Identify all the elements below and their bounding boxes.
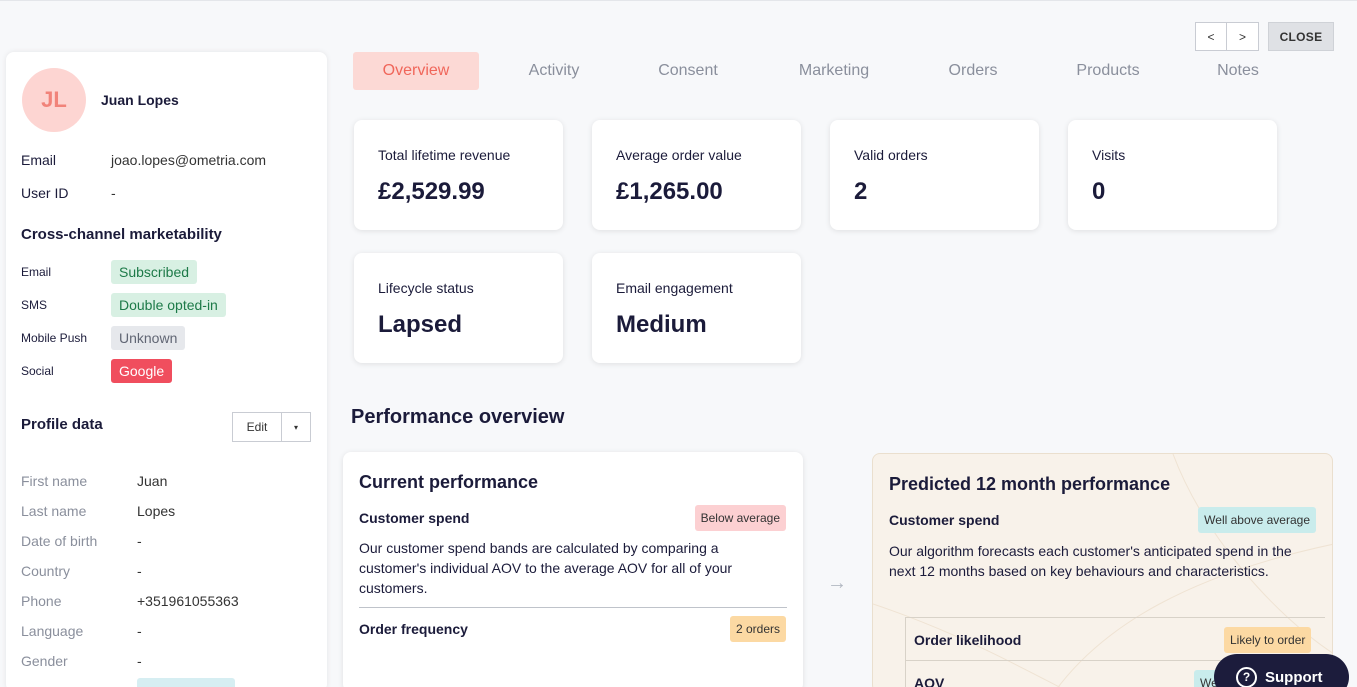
row-title: Customer spend — [889, 512, 1000, 528]
performance-title: Performance overview — [351, 406, 565, 428]
prev-button[interactable]: < — [1195, 22, 1227, 51]
channel-label: SMS — [21, 298, 48, 312]
user-id-label: User ID — [21, 185, 69, 201]
channel-row-sms: SMS Double opted-in — [21, 293, 311, 317]
status-badge: Subscribed — [111, 260, 198, 284]
next-button[interactable]: > — [1227, 22, 1259, 51]
field-label: Country — [21, 563, 71, 579]
support-button[interactable]: ? Support — [1214, 654, 1349, 687]
stat-label: Lifecycle status — [378, 280, 474, 296]
tab-marketing[interactable]: Marketing — [798, 62, 870, 79]
channel-label: Social — [21, 364, 54, 378]
field-value: +351961055363 — [137, 593, 239, 609]
predicted-details: Order likelihood Likely to order AOV We — [905, 617, 1326, 687]
field-label: Language — [21, 623, 84, 639]
profile-field-row: First name Juan — [21, 473, 311, 493]
current-performance-card: Current performance Customer spend Below… — [343, 452, 803, 687]
truncated-badge — [137, 678, 235, 687]
row-title: Order frequency — [359, 621, 468, 637]
spend-description: Our customer spend bands are calculated … — [359, 540, 733, 596]
user-id-value: - — [111, 185, 116, 201]
tab-products[interactable]: Products — [1076, 62, 1140, 79]
field-label: Phone — [21, 593, 62, 609]
stat-card-email-engagement: Email engagement Medium — [592, 253, 801, 363]
close-button[interactable]: CLOSE — [1268, 22, 1334, 51]
channel-label: Mobile Push — [21, 331, 88, 345]
field-value: - — [137, 653, 142, 669]
help-icon: ? — [1236, 666, 1257, 687]
profile-field-row: Last name Lopes — [21, 503, 311, 523]
chevron-down-icon[interactable]: ▾ — [282, 412, 311, 442]
stat-card-lifecycle: Lifecycle status Lapsed — [354, 253, 563, 363]
field-label: Last name — [21, 503, 87, 519]
tab-consent[interactable]: Consent — [658, 62, 718, 79]
channel-label: Email — [21, 265, 52, 279]
channel-row-mobile-push: Mobile Push Unknown — [21, 326, 311, 350]
profile-field-row: Country - — [21, 563, 311, 583]
support-label: Support — [1265, 668, 1323, 686]
spend-description: Our algorithm forecasts each customer's … — [889, 543, 1292, 579]
stat-label: Email engagement — [616, 280, 733, 296]
field-label: First name — [21, 473, 88, 489]
channel-row-email: Email Subscribed — [21, 260, 311, 284]
profile-data-title: Profile data — [21, 416, 103, 433]
edit-group: Edit ▾ — [232, 412, 311, 442]
status-badge: Unknown — [111, 326, 186, 350]
profile-field-row: Phone +351961055363 — [21, 593, 311, 613]
stat-value: Medium — [616, 311, 707, 338]
profile-name: Juan Lopes — [101, 92, 179, 108]
field-label: Date of birth — [21, 533, 98, 549]
tab-overview[interactable]: Overview — [353, 52, 479, 90]
record-nav: < > — [1195, 22, 1259, 51]
field-value: Juan — [137, 473, 168, 489]
stat-label: Total lifetime revenue — [378, 147, 511, 163]
row-title: Order likelihood — [914, 632, 1022, 648]
profile-field-row: Gender - — [21, 653, 311, 673]
field-value: - — [137, 623, 142, 639]
stat-card-valid-orders: Valid orders 2 — [830, 120, 1039, 230]
stat-value: 2 — [854, 178, 868, 205]
stat-label: Valid orders — [854, 147, 928, 163]
field-value: - — [137, 563, 142, 579]
stat-card-visits: Visits 0 — [1068, 120, 1277, 230]
channel-row-social: Social Google — [21, 359, 311, 383]
spend-badge: Below average — [694, 505, 786, 531]
profile-field-row: Date of birth - — [21, 533, 311, 553]
stat-value: Lapsed — [378, 311, 463, 338]
stat-value: 0 — [1092, 178, 1106, 205]
arrow-right-icon: → — [827, 572, 847, 594]
marketability-title: Cross-channel marketability — [21, 226, 222, 243]
tab-activity[interactable]: Activity — [528, 62, 580, 79]
likelihood-badge: Likely to order — [1224, 627, 1312, 653]
stat-label: Visits — [1092, 147, 1126, 163]
card-title: Predicted 12 month performance — [889, 474, 1171, 494]
spend-badge: Well above average — [1198, 507, 1316, 533]
profile-panel: JL Juan Lopes Email joao.lopes@ometria.c… — [6, 52, 327, 687]
stat-label: Average order value — [616, 147, 742, 163]
divider — [906, 660, 1326, 661]
tab-notes[interactable]: Notes — [1217, 62, 1259, 79]
field-value: Lopes — [137, 503, 176, 519]
predicted-performance-card: Predicted 12 month performance Customer … — [872, 453, 1333, 687]
row-title: Customer spend — [359, 510, 470, 526]
email-label: Email — [21, 152, 57, 168]
status-badge: Double opted-in — [111, 293, 226, 317]
divider — [359, 607, 787, 608]
field-value: - — [137, 533, 142, 549]
row-title: AOV — [914, 675, 945, 687]
tab-orders[interactable]: Orders — [948, 62, 998, 79]
email-value: joao.lopes@ometria.com — [111, 152, 267, 168]
stat-value: £2,529.99 — [378, 178, 485, 205]
stat-card-aov: Average order value £1,265.00 — [592, 120, 801, 230]
edit-button[interactable]: Edit — [232, 412, 282, 442]
avatar: JL — [22, 68, 86, 132]
card-title: Current performance — [359, 472, 539, 492]
field-label: Gender — [21, 653, 68, 669]
top-border — [0, 0, 1357, 1]
status-badge: Google — [111, 359, 173, 383]
frequency-badge: 2 orders — [729, 616, 786, 642]
stat-card-total-revenue: Total lifetime revenue £2,529.99 — [354, 120, 563, 230]
profile-field-row: Language - — [21, 623, 311, 643]
stat-value: £1,265.00 — [616, 178, 723, 205]
